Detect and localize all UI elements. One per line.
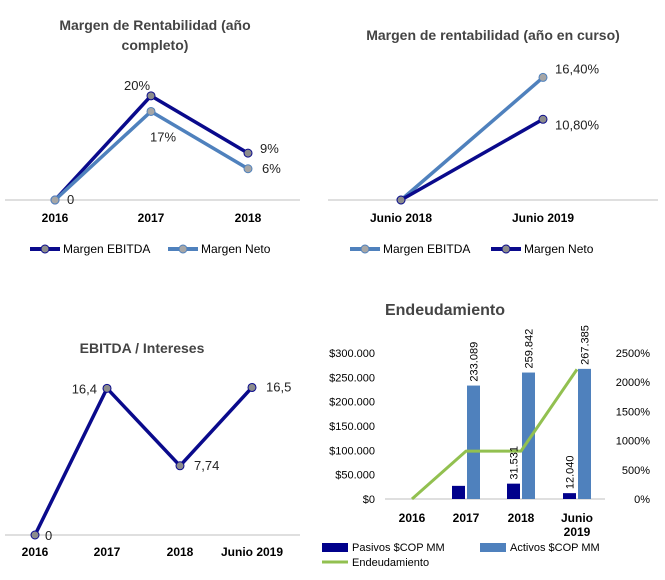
chart2-legend-neto: Margen Neto [524,242,594,256]
chart4-bar-label-0-2: 31.531 [509,446,521,480]
chart-endeudamiento: Endeudamiento $0 $50.000 $100.000 $150.000 $… [322,302,650,569]
chart4-bar-label-0-3: 12.040 [565,455,577,489]
chart2-legend-neto-marker [501,244,511,254]
chart1-xtick-2016: 2016 [42,211,69,225]
chart1-legend: Margen EBITDA Margen Neto [30,242,271,256]
chart1-series-0-point-1 [146,91,156,101]
chart3-series-0-label-1: 16,4 [72,381,97,396]
chart1-series-1-line [53,109,249,202]
chart1-series-1-point-1 [146,106,156,116]
chart2-xtick-junio-2018: Junio 2018 [370,211,432,225]
chart-margen-curso: Margen de rentabilidad (año en curso) 16… [328,27,658,256]
chart1-title-line1: Margen de Rentabilidad (año [59,17,250,33]
chart4-yright-tick-4: 2000% [616,377,650,389]
chart4-bar-label-1-2: 259.842 [524,329,536,369]
chart4-yleft-tick-4: $200.000 [329,397,375,409]
chart4-yleft-tick-1: $50.000 [335,470,375,482]
chart3-series-0-point-0 [30,530,40,540]
chart1-series-1-point-2 [243,164,253,174]
chart4-legend-endeudamiento: Endeudamiento [352,557,429,569]
chart3-series-0-line [33,386,254,536]
chart2-legend-ebitda-marker [360,244,370,254]
chart1-legend-neto-marker [178,244,188,254]
chart4-legend-pasivos-swatch [322,543,348,552]
chart4-yright-tick-2: 1000% [616,436,650,448]
chart4-bar-1-1 [467,385,480,499]
chart3-series-0-label-2: 7,74 [194,458,219,473]
chart2-series-0-point-1 [538,72,548,82]
chart1-series-0-label-0: 0 [67,192,74,207]
chart4-bar-0-3 [563,493,576,499]
chart2-legend: Margen EBITDA Margen Neto [350,242,594,256]
chart1-series-0-label-1: 20% [124,78,150,93]
chart4-yleft-tick-3: $150.000 [329,421,375,433]
chart1-legend-ebitda-marker [40,244,50,254]
chart4-yleft-tick-5: $250.000 [329,372,375,384]
chart4-legend-activos-swatch [480,543,506,552]
chart1-legend-neto: Margen Neto [201,242,271,256]
chart3-title: EBITDA / Intereses [80,340,205,356]
chart1-xtick-2018: 2018 [235,211,262,225]
chart1-series-1-label-1: 17% [150,129,176,144]
chart3-xtick-2017: 2017 [94,545,121,559]
chart2-series-1-point-1 [538,114,548,124]
chart4-bar-label-1-3: 267.385 [580,325,592,365]
chart4-legend: Pasivos $COP MM Activos $COP MM Endeudam… [322,542,600,569]
chart2-title: Margen de rentabilidad (año en curso) [366,27,620,43]
chart3-series-0-point-2 [175,461,185,471]
chart1-series-0-point-2 [243,148,253,158]
chart4-yleft-tick-2: $100.000 [329,445,375,457]
chart4-yright-tick-0: 0% [634,494,650,506]
chart4-yleft-tick-0: $0 [363,494,375,506]
chart1-title-line2: completo) [122,37,189,53]
chart2-series-1-line [400,117,544,202]
chart-margen-anual: Margen de Rentabilidad (año completo) 0 2… [5,17,300,256]
chart2-legend-ebitda: Margen EBITDA [383,242,470,256]
chart4-yright-tick-3: 1500% [616,406,650,418]
chart4-bar-0-2 [507,483,520,499]
chart1-xtick-2017: 2017 [138,211,165,225]
chart2-xtick-junio-2019: Junio 2019 [512,211,574,225]
chart4-bar-1-2 [522,372,535,499]
chart3-xtick-2016: 2016 [22,545,49,559]
chart4-legend-activos: Activos $COP MM [510,542,600,554]
chart3-series-0-label-3: 16,5 [266,379,291,394]
chart1-legend-ebitda: Margen EBITDA [63,242,150,256]
chart4-endeudamiento-line [411,368,579,501]
chart3-xtick-junio-2019: Junio 2019 [221,545,283,559]
chart2-series-0-label-1: 16,40% [555,61,600,76]
chart4-title: Endeudamiento [385,302,505,319]
chart4-yright-tick-5: 2500% [616,348,650,360]
chart2-series-1-label-1: 10,80% [555,117,600,132]
chart4-bar-label-1-1: 233.089 [469,342,481,382]
chart4-xtick-3-0: Junio [561,511,593,525]
chart-ebitda-intereses: EBITDA / Intereses 0 16,4 7,74 16,5 2016 20… [5,340,300,559]
chart1-series-1-label-2: 6% [262,161,281,176]
chart3-xtick-2018: 2018 [167,545,194,559]
chart1-series-1-point-0 [50,195,60,205]
chart4-legend-pasivos: Pasivos $COP MM [352,542,445,554]
chart2-series-0-line [399,76,545,202]
chart4-xtick-0-0: 2016 [399,511,426,525]
chart4-xtick-2-0: 2018 [508,511,535,525]
chart4-xtick-3-1: 2019 [564,525,591,539]
chart4-xtick-1-0: 2017 [453,511,480,525]
chart4-yleft-tick-6: $300.000 [329,348,375,360]
chart3-series-0-point-3 [247,382,257,392]
chart4-bar-0-1 [452,485,465,499]
chart3-series-0-point-1 [102,383,112,393]
chart3-series-0-label-0: 0 [45,528,52,543]
chart4-bar-1-3 [578,368,591,499]
chart1-series-0-label-2: 9% [260,141,279,156]
chart2-series-1-point-0 [396,195,406,205]
chart4-yright-tick-1: 500% [622,465,650,477]
